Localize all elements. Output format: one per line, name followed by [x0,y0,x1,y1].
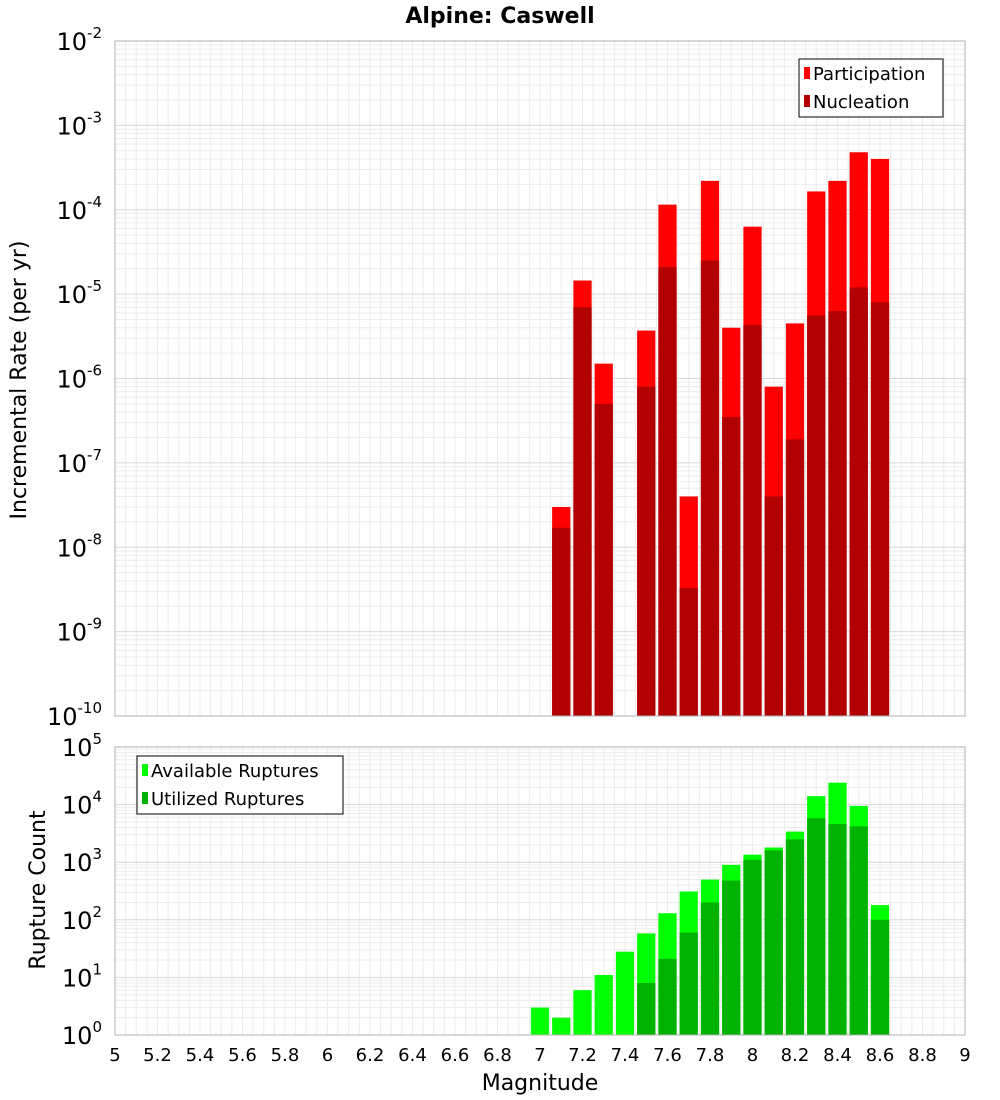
rate-bar [743,325,762,716]
x-tick-label: 6.4 [398,1045,427,1066]
rate-y-tick-label: 10-3 [56,108,102,140]
count-bar [679,932,698,1035]
count-y-tick-label: 103 [62,845,102,877]
x-axis-label: Magnitude [482,1071,599,1096]
rate-bar [573,307,592,716]
x-tick-label: 8.6 [866,1045,895,1066]
rate-legend-label: Participation [813,64,925,85]
rate-y-tick-label: 10-10 [47,699,102,731]
rate-legend-swatch [804,95,810,107]
x-tick-label: 7.8 [696,1045,725,1066]
rate-panel: 10-10 10-9 10-8 10-7 10-6 10-5 10-4 10-3 10-2 Par… [47,24,966,731]
x-tick-label: 8.2 [781,1045,810,1066]
x-tick-label: 6.2 [356,1045,385,1066]
rate-bar [679,587,698,716]
rate-y-tick-label: 10-9 [56,615,102,647]
count-bar [807,818,826,1035]
count-legend-swatch [142,792,148,804]
chart-title: Alpine: Caswell [405,4,594,29]
rate-y-tick-label: 10-8 [56,530,102,562]
rate-bar [722,416,741,716]
x-tick-label: 5 [109,1045,120,1066]
x-tick-label: 7.4 [611,1045,640,1066]
rate-series-secondary [552,260,890,716]
count-y-tick-label: 102 [62,903,102,935]
rate-legend: Participation Nucleation [798,58,944,118]
x-tick-label: 6.6 [441,1045,470,1066]
x-tick-label: 5.2 [143,1045,172,1066]
count-bar [849,826,868,1035]
x-tick-label: 5.6 [228,1045,257,1066]
count-legend-label: Available Ruptures [151,761,319,782]
count-series-secondary [637,818,890,1035]
rate-bar [870,302,890,716]
rate-plot-border [114,40,966,717]
x-tick-label: 9 [959,1045,970,1066]
count-y-tick-label: 105 [62,730,102,762]
x-tick-label: 5.8 [271,1045,300,1066]
count-panel: 100 101 102 103 104 105 5 5.2 5.4 5.6 5.8 6 6.2 6.4 6.… [62,730,971,1066]
rate-bar [828,311,847,716]
count-y-axis-label: Rupture Count [26,810,51,970]
count-y-tick-label: 101 [62,960,102,992]
count-bar [658,958,677,1035]
rate-bar [807,315,826,716]
count-bar [637,982,656,1035]
count-bar [615,951,635,1035]
count-bar [828,824,847,1035]
x-tick-label: 7 [534,1045,545,1066]
rate-bar [637,386,656,716]
x-tick-label: 8.4 [823,1045,852,1066]
x-tick-label: 6.8 [483,1045,512,1066]
rate-y-tick-label: 10-4 [56,193,102,225]
rate-legend-label: Nucleation [813,92,909,113]
count-bar [700,902,720,1035]
rate-bar [785,439,805,716]
rate-y-tick-label: 10-6 [56,362,102,394]
count-bar [743,859,762,1035]
count-bar [594,975,613,1035]
count-legend-label: Utilized Ruptures [151,789,304,810]
count-bar [530,1007,550,1035]
rate-legend-swatch [804,67,810,79]
x-tick-label: 8 [747,1045,758,1066]
count-bar [785,839,805,1035]
count-bar [722,880,741,1035]
rate-bar [764,496,783,716]
count-bar [764,850,783,1035]
x-tick-label: 7.6 [653,1045,682,1066]
x-tick-label: 6 [322,1045,333,1066]
count-legend: Available Ruptures Utilized Ruptures [136,755,344,815]
rate-bar [700,260,720,716]
rate-bar [594,403,613,716]
count-plot-border [114,746,966,1036]
x-tick-label: 5.4 [186,1045,215,1066]
count-legend-swatch [142,764,148,776]
count-y-tick-label: 104 [62,788,102,820]
count-bar [573,990,592,1035]
rate-y-tick-label: 10-5 [56,277,102,309]
rate-bar [849,287,868,716]
rate-bar [552,527,571,716]
x-tick-label: 8.8 [908,1045,937,1066]
count-bar [552,1017,571,1035]
x-tick-label: 7.2 [568,1045,597,1066]
count-y-tick-label: 100 [62,1018,102,1050]
rate-bar [658,266,677,716]
rate-y-tick-label: 10-7 [56,446,102,478]
count-bar [870,919,890,1035]
rate-y-axis-label: Incremental Rate (per yr) [7,241,32,520]
rate-y-tick-label: 10-2 [56,24,102,56]
